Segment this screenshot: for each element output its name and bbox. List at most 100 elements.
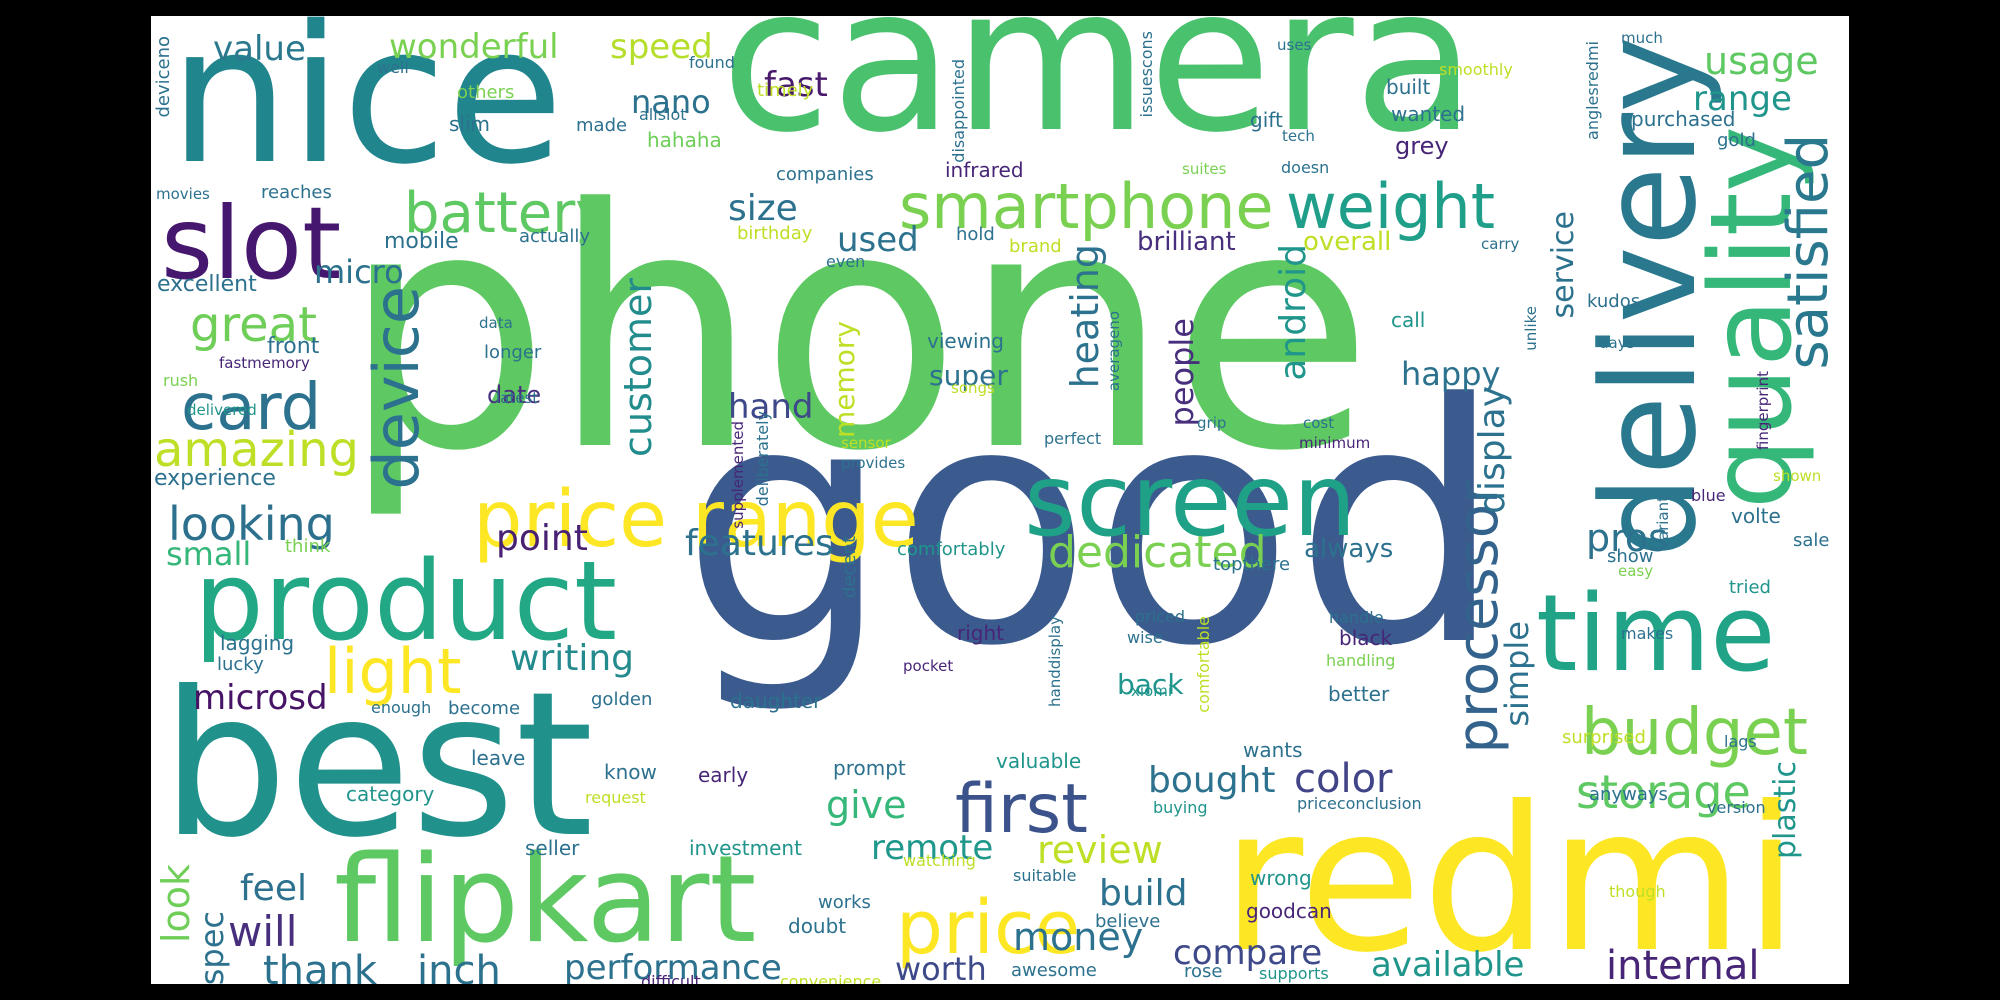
word-time: time bbox=[1536, 572, 1776, 695]
word-wants: wants bbox=[1243, 738, 1303, 762]
word-investment: investment bbox=[689, 836, 802, 860]
word-topthere: topthere bbox=[1213, 554, 1291, 575]
word-wanted: wanted bbox=[1391, 102, 1466, 126]
word-black: black bbox=[1339, 626, 1393, 650]
word-gold: gold bbox=[1717, 130, 1756, 151]
word-size: size bbox=[728, 188, 798, 229]
word-remote: remote bbox=[871, 828, 994, 868]
word-comfortable: comfortable bbox=[1194, 616, 1213, 713]
word-build: build bbox=[1099, 873, 1188, 914]
word-unlike: unlike bbox=[1522, 306, 1540, 351]
word-nano: nano bbox=[631, 83, 711, 121]
word-worth: worth bbox=[895, 950, 987, 984]
word-suitable: suitable bbox=[1013, 866, 1077, 885]
word-first: first bbox=[955, 770, 1088, 849]
word-watching: watching bbox=[903, 851, 976, 870]
word-deviceno: deviceno bbox=[153, 36, 174, 118]
word-uses: uses bbox=[1277, 36, 1312, 54]
word-timely: timely bbox=[757, 80, 814, 101]
word-hand: hand bbox=[728, 387, 814, 427]
word-will: will bbox=[228, 907, 298, 956]
word-works: works bbox=[818, 892, 871, 913]
word-lucky: lucky bbox=[217, 654, 264, 675]
word-version: version bbox=[1707, 798, 1766, 817]
word-priced: priced bbox=[1135, 607, 1185, 626]
word-light: light bbox=[324, 635, 462, 708]
word-valuable: valuable bbox=[996, 749, 1082, 773]
word-best: best bbox=[161, 649, 594, 882]
word-lags: lags bbox=[1724, 732, 1757, 751]
word-anyways: anyways bbox=[1589, 784, 1668, 805]
word-disappointed: disappointed bbox=[949, 59, 968, 163]
word-camera: camera bbox=[721, 16, 1477, 177]
word-great: great bbox=[190, 297, 317, 353]
word-supplemented: supplemented bbox=[729, 421, 747, 529]
word-handdisplay: handdisplay bbox=[1046, 616, 1064, 707]
word-convenience: convenience bbox=[780, 972, 882, 985]
word-fastmemory: fastmemory bbox=[219, 354, 310, 372]
word-pros: pros bbox=[1586, 516, 1668, 560]
word-show: show bbox=[1607, 546, 1654, 567]
word-color: color bbox=[1294, 756, 1393, 802]
word-grey: grey bbox=[1395, 132, 1449, 160]
word-heating: heating bbox=[1063, 244, 1107, 389]
word-sale: sale bbox=[1793, 530, 1830, 551]
word-price-range: price range bbox=[473, 475, 919, 565]
word-battery: battery bbox=[404, 181, 609, 246]
word-brilliant: brilliant bbox=[1137, 227, 1236, 257]
word-writing: writing bbox=[510, 638, 635, 679]
word-slot: slot bbox=[161, 185, 342, 302]
word-service: service bbox=[1546, 211, 1581, 319]
word-deliberately: deliberately bbox=[753, 411, 772, 507]
word-cloud: phone good camera nice best redmi delive… bbox=[151, 16, 1849, 984]
word-think: think bbox=[285, 536, 331, 557]
word-feel: feel bbox=[240, 868, 307, 909]
word-priceconclusion: priceconclusion bbox=[1297, 794, 1422, 813]
word-doubt: doubt bbox=[788, 914, 847, 938]
word-doesn: doesn bbox=[1281, 158, 1330, 177]
word-songs: songs bbox=[951, 379, 995, 397]
word-micro: micro bbox=[314, 253, 404, 291]
word-xiomi: xiomi bbox=[1131, 682, 1173, 700]
word-excellent: excellent bbox=[157, 272, 257, 297]
word-found: found bbox=[689, 53, 735, 72]
word-slim: slim bbox=[449, 112, 491, 136]
word-storage: storage bbox=[1576, 765, 1751, 819]
word-perfect: perfect bbox=[1044, 429, 1102, 448]
word-grip: grip bbox=[1197, 414, 1227, 432]
word-review: review bbox=[1037, 828, 1163, 872]
word-redmi: redmi bbox=[1221, 764, 1800, 984]
word-seller: seller bbox=[525, 836, 580, 860]
word-birthday: birthday bbox=[737, 223, 813, 244]
word-even: even bbox=[826, 252, 866, 271]
word-category: category bbox=[346, 782, 435, 806]
word-overall: overall bbox=[1303, 227, 1392, 257]
word-blue: blue bbox=[1691, 486, 1726, 505]
word-decent: decent bbox=[839, 536, 860, 598]
word-money: money bbox=[1013, 915, 1144, 959]
word-internal: internal bbox=[1606, 943, 1760, 984]
word-allslot: allslot bbox=[639, 105, 687, 124]
word-days: days bbox=[1599, 334, 1635, 352]
word-memory: memory bbox=[828, 321, 861, 438]
word-smartphone: smartphone bbox=[899, 170, 1274, 243]
word-difficult: difficult bbox=[641, 972, 701, 985]
word-pocket: pocket bbox=[903, 657, 954, 675]
word-averageno: averageno bbox=[1105, 311, 1123, 392]
word-usage: usage bbox=[1704, 39, 1819, 83]
word-android: android bbox=[1273, 244, 1314, 381]
word-date: date bbox=[487, 381, 542, 409]
word-budget: budget bbox=[1581, 696, 1808, 770]
word-others: others bbox=[457, 82, 515, 103]
word-enough: enough bbox=[371, 698, 432, 717]
word-movies: movies bbox=[156, 185, 210, 203]
word-phone: phone bbox=[341, 139, 1374, 523]
word-customer: customer bbox=[616, 278, 660, 457]
word-comfortably: comfortably bbox=[897, 539, 1006, 560]
word-always: always bbox=[1304, 534, 1394, 564]
word-plastic: plastic bbox=[1768, 761, 1803, 859]
word-inch: inch bbox=[417, 948, 501, 984]
word-speed: speed bbox=[610, 27, 713, 67]
word-become: become bbox=[448, 698, 521, 719]
word-super: super bbox=[929, 359, 1008, 392]
